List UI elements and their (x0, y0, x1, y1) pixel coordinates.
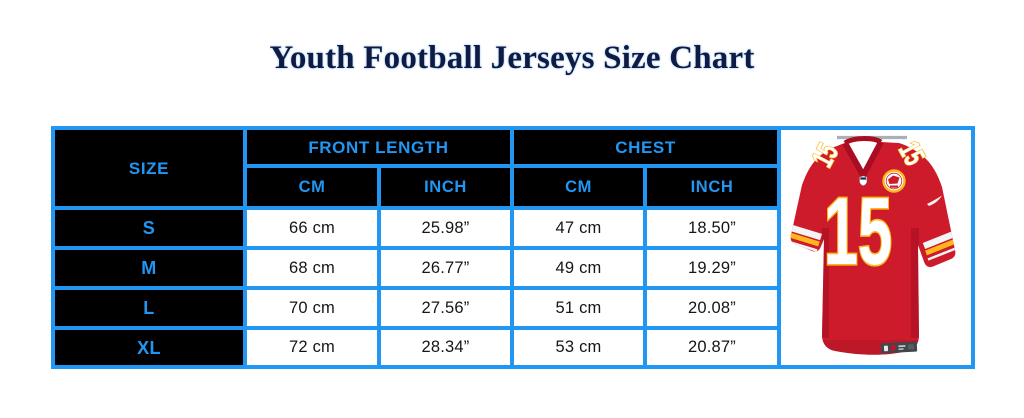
chest-cm-value: 53 cm (514, 330, 643, 365)
size-chart-table: SIZE FRONT LENGTH CHEST CM INCH CM INCH (51, 126, 975, 369)
chest-cm-value: 47 cm (514, 210, 643, 246)
chest-inch-value: 18.50” (647, 210, 777, 246)
chest-cm-value: 49 cm (514, 250, 643, 286)
collar-v-band (842, 140, 884, 179)
front-length-group-header: FRONT LENGTH (247, 130, 510, 164)
chest-inch-header: INCH (647, 168, 777, 206)
front-length-cm-header: CM (247, 168, 377, 206)
size-row-label: L (55, 290, 243, 326)
front-length-cm-value: 68 cm (247, 250, 377, 286)
front-length-inch-header: INCH (381, 168, 510, 206)
front-length-cm-value: 70 cm (247, 290, 377, 326)
chest-inch-value: 20.08” (647, 290, 777, 326)
back-collar (843, 136, 883, 146)
front-length-inch-value: 26.77” (381, 250, 510, 286)
chest-cm-header: CM (514, 168, 643, 206)
size-row-label: S (55, 210, 243, 246)
size-column-header: SIZE (55, 130, 243, 206)
chest-inch-value: 20.87” (647, 330, 777, 365)
front-length-inch-value: 28.34” (381, 330, 510, 365)
jersey-product-image: 15 15 15 (790, 136, 956, 355)
jock-tag (880, 341, 918, 354)
size-row-label: XL (55, 330, 243, 365)
jersey-number: 15 (824, 178, 892, 285)
front-length-inch-value: 27.56” (381, 290, 510, 326)
jersey-body (790, 142, 956, 355)
chiefs-patch-icon (882, 169, 906, 193)
chest-inch-value: 19.29” (647, 250, 777, 286)
side-panel-right (911, 228, 919, 338)
product-photo-cell: 15 15 15 (781, 130, 971, 365)
chest-group-header: CHEST (514, 130, 777, 164)
chest-cm-value: 51 cm (514, 290, 643, 326)
size-row-label: M (55, 250, 243, 286)
nfl-shield-icon (859, 175, 867, 186)
nike-swoosh-icon (927, 195, 942, 206)
front-length-cm-value: 72 cm (247, 330, 377, 365)
page-title: Youth Football Jerseys Size Chart (269, 40, 755, 76)
side-panel-left (822, 228, 829, 338)
front-length-cm-value: 66 cm (247, 210, 377, 246)
front-length-inch-value: 25.98” (381, 210, 510, 246)
